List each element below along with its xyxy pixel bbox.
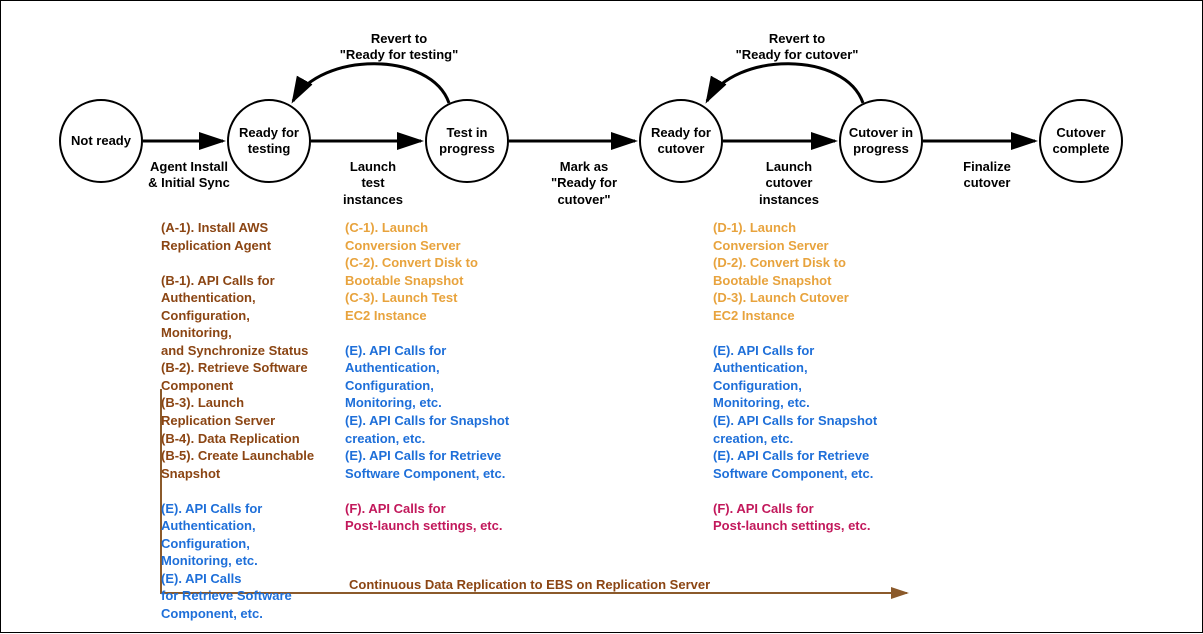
note-line: EC2 Instance bbox=[713, 307, 901, 325]
node-ready-for-cutover: Ready forcutover bbox=[639, 99, 723, 183]
note-line: Software Component, etc. bbox=[345, 465, 533, 483]
note-line bbox=[713, 324, 901, 342]
note-line: (F). API Calls for bbox=[345, 500, 533, 518]
note-line: (E). API Calls for bbox=[345, 342, 533, 360]
note-line: (C-3). Launch Test bbox=[345, 289, 533, 307]
node-label: Test inprogress bbox=[439, 125, 495, 156]
note-line: Configuration, bbox=[345, 377, 533, 395]
note-line: (A-1). Install AWS bbox=[161, 219, 337, 237]
note-line: (E). API Calls for Retrieve bbox=[345, 447, 533, 465]
note-line: Software Component, etc. bbox=[713, 465, 901, 483]
note-line bbox=[713, 482, 901, 500]
note-line: (C-1). Launch bbox=[345, 219, 533, 237]
note-line: and Synchronize Status bbox=[161, 342, 337, 360]
note-line: Component bbox=[161, 377, 337, 395]
note-line: Authentication, bbox=[345, 359, 533, 377]
node-ready-for-testing: Ready fortesting bbox=[227, 99, 311, 183]
diagram-frame: Not ready Ready fortesting Test inprogre… bbox=[0, 0, 1203, 633]
note-line: (F). API Calls for bbox=[713, 500, 901, 518]
note-line: Replication Server bbox=[161, 412, 337, 430]
note-line: (E). API Calls for bbox=[161, 500, 337, 518]
edge-label-launch-cutover: Launchcutoverinstances bbox=[753, 159, 825, 208]
note-line: Conversion Server bbox=[345, 237, 533, 255]
edge-label-launch-test: Launchtestinstances bbox=[337, 159, 409, 208]
note-line: Monitoring, etc. bbox=[345, 394, 533, 412]
note-line: Authentication, bbox=[161, 289, 337, 307]
note-line: Monitoring, etc. bbox=[713, 394, 901, 412]
note-line: Monitoring, bbox=[161, 324, 337, 342]
note-line: (B-3). Launch bbox=[161, 394, 337, 412]
node-cutover-complete: Cutovercomplete bbox=[1039, 99, 1123, 183]
edge-label-agent-install: Agent Install& Initial Sync bbox=[146, 159, 232, 192]
note-line: (E). API Calls for Retrieve bbox=[713, 447, 901, 465]
note-line: (E). API Calls for bbox=[713, 342, 901, 360]
note-line: Conversion Server bbox=[713, 237, 901, 255]
node-label: Ready forcutover bbox=[651, 125, 711, 156]
note-line: Authentication, bbox=[713, 359, 901, 377]
note-line: (B-2). Retrieve Software bbox=[161, 359, 337, 377]
note-line bbox=[345, 482, 533, 500]
note-line: (E). API Calls for Snapshot bbox=[345, 412, 533, 430]
node-label: Ready fortesting bbox=[239, 125, 299, 156]
note-line: for Retrieve Software bbox=[161, 587, 337, 605]
note-line: (D-2). Convert Disk to bbox=[713, 254, 901, 272]
note-line bbox=[161, 482, 337, 500]
note-line: (B-4). Data Replication bbox=[161, 430, 337, 448]
timeline-label: Continuous Data Replication to EBS on Re… bbox=[349, 577, 710, 592]
note-line: Configuration, bbox=[161, 307, 337, 325]
note-line: Snapshot bbox=[161, 465, 337, 483]
note-line: (D-3). Launch Cutover bbox=[713, 289, 901, 307]
note-line: creation, etc. bbox=[713, 430, 901, 448]
note-line: Configuration, bbox=[713, 377, 901, 395]
note-line: (B-1). API Calls for bbox=[161, 272, 337, 290]
note-line: Post-launch settings, etc. bbox=[713, 517, 901, 535]
note-line: (E). API Calls bbox=[161, 570, 337, 588]
edge-label-finalize-cutover: Finalizecutover bbox=[955, 159, 1019, 192]
note-line: Monitoring, etc. bbox=[161, 552, 337, 570]
note-line: (B-5). Create Launchable bbox=[161, 447, 337, 465]
note-line: (E). API Calls for Snapshot bbox=[713, 412, 901, 430]
note-line: creation, etc. bbox=[345, 430, 533, 448]
notes-col-1: (A-1). Install AWSReplication Agent (B-1… bbox=[161, 219, 337, 623]
node-not-ready: Not ready bbox=[59, 99, 143, 183]
note-line: EC2 Instance bbox=[345, 307, 533, 325]
note-line: Component, etc. bbox=[161, 605, 337, 623]
note-line: (C-2). Convert Disk to bbox=[345, 254, 533, 272]
note-line: Authentication, bbox=[161, 517, 337, 535]
notes-col-2: (C-1). LaunchConversion Server(C-2). Con… bbox=[345, 219, 533, 535]
note-line: (D-1). Launch bbox=[713, 219, 901, 237]
note-line: Bootable Snapshot bbox=[713, 272, 901, 290]
note-line: Bootable Snapshot bbox=[345, 272, 533, 290]
edge-label-mark-ready-cutover: Mark as"Ready forcutover" bbox=[545, 159, 623, 208]
node-label: Cutover inprogress bbox=[849, 125, 913, 156]
edge-label-revert-cutover: Revert to"Ready for cutover" bbox=[727, 31, 867, 64]
note-line bbox=[345, 324, 533, 342]
note-line: Configuration, bbox=[161, 535, 337, 553]
notes-col-3: (D-1). LaunchConversion Server(D-2). Con… bbox=[713, 219, 901, 535]
node-label: Cutovercomplete bbox=[1052, 125, 1109, 156]
note-line: Post-launch settings, etc. bbox=[345, 517, 533, 535]
edge-label-revert-testing: Revert to"Ready for testing" bbox=[329, 31, 469, 64]
note-line: Replication Agent bbox=[161, 237, 337, 255]
node-test-in-progress: Test inprogress bbox=[425, 99, 509, 183]
node-label: Not ready bbox=[71, 133, 131, 149]
note-line bbox=[161, 254, 337, 272]
node-cutover-in-progress: Cutover inprogress bbox=[839, 99, 923, 183]
